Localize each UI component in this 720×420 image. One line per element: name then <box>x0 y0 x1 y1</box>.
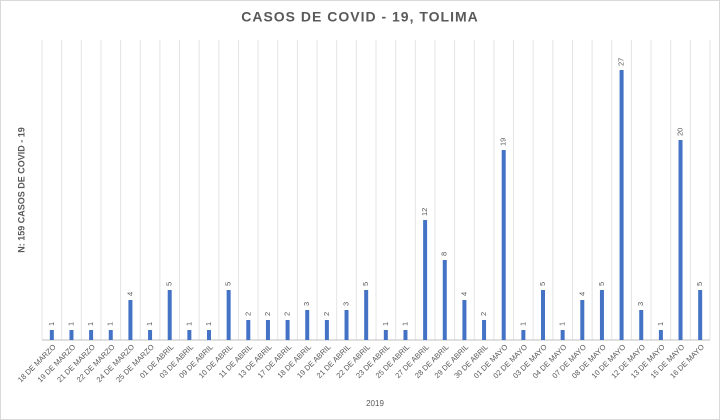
bar <box>560 330 565 340</box>
bar <box>344 310 349 340</box>
bar <box>580 300 585 340</box>
bar <box>305 310 310 340</box>
data-label: 1 <box>656 322 665 326</box>
bar <box>148 330 153 340</box>
bar <box>658 330 663 340</box>
bar <box>541 290 545 340</box>
data-label: 20 <box>676 128 685 136</box>
data-label: 1 <box>400 322 409 326</box>
bar <box>226 290 231 340</box>
data-label: 2 <box>322 312 331 316</box>
data-label: 2 <box>263 312 272 316</box>
data-label: 8 <box>440 252 449 256</box>
data-label: 5 <box>224 282 233 286</box>
data-label: 5 <box>597 282 606 286</box>
bar <box>698 290 703 340</box>
bar <box>69 330 74 340</box>
bar <box>462 300 467 340</box>
bar <box>187 330 192 340</box>
bar <box>619 70 624 340</box>
chart-title: CASOS DE COVID - 19, TOLIMA <box>241 9 479 25</box>
data-label: 3 <box>342 302 351 306</box>
bar <box>482 320 487 340</box>
x-axis-label: 2019 <box>366 399 384 408</box>
data-label: 1 <box>204 322 213 326</box>
data-label: 3 <box>636 302 645 306</box>
data-label: 4 <box>577 292 586 296</box>
bar <box>403 330 408 340</box>
data-label: 5 <box>361 282 370 286</box>
data-label: 27 <box>617 58 626 66</box>
bar <box>423 220 428 340</box>
y-axis-label: N: 159 CASOS DE COVID - 19 <box>16 127 26 253</box>
data-label: 2 <box>479 312 488 316</box>
bar <box>639 310 644 340</box>
data-label: 1 <box>558 322 567 326</box>
bar <box>364 290 369 340</box>
data-label: 1 <box>47 322 56 326</box>
data-label: 4 <box>459 292 468 296</box>
bar <box>501 150 506 340</box>
bar <box>383 330 388 340</box>
bar <box>128 300 133 340</box>
bar <box>246 320 251 340</box>
bar <box>324 320 329 340</box>
data-label: 12 <box>420 208 429 216</box>
bar <box>265 320 270 340</box>
data-label: 1 <box>381 322 390 326</box>
bar <box>285 320 290 340</box>
bar <box>442 260 447 340</box>
bar <box>167 290 172 340</box>
data-label: 5 <box>695 282 704 286</box>
data-label: 1 <box>184 322 193 326</box>
data-label: 3 <box>302 302 311 306</box>
bar <box>49 330 54 340</box>
data-label: 5 <box>165 282 174 286</box>
data-label: 5 <box>538 282 547 286</box>
data-label: 1 <box>518 322 527 326</box>
data-label: 2 <box>243 312 252 316</box>
bar <box>678 140 683 340</box>
bar <box>89 330 94 340</box>
bar <box>521 330 526 340</box>
data-label: 1 <box>145 322 154 326</box>
data-label: 1 <box>106 322 115 326</box>
data-label: 1 <box>86 322 95 326</box>
bar <box>599 290 604 340</box>
data-label: 19 <box>499 138 508 146</box>
bar <box>108 330 113 340</box>
data-label: 1 <box>66 322 75 326</box>
bar <box>207 330 211 340</box>
data-label: 4 <box>125 292 134 296</box>
data-label: 2 <box>283 312 292 316</box>
